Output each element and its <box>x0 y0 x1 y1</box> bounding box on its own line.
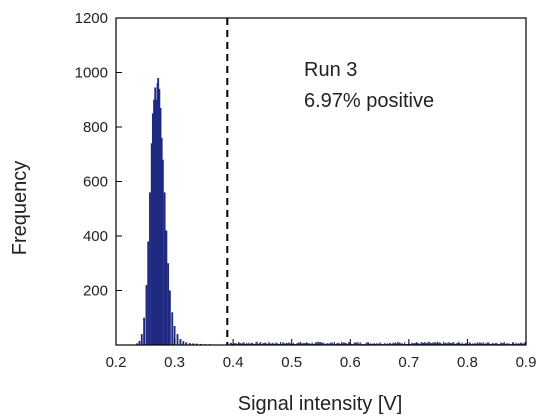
y-axis-label: Frequency <box>9 161 31 256</box>
histogram-bar <box>136 343 139 345</box>
y-tick-label: 400 <box>83 228 108 245</box>
histogram-bar <box>147 241 150 345</box>
histogram-bar <box>161 159 164 345</box>
histogram-bar <box>167 263 170 345</box>
x-axis-label: Signal intensity [V] <box>238 393 403 415</box>
x-tick-label: 0.7 <box>398 354 419 371</box>
annotation-run: Run 3 <box>304 59 357 81</box>
histogram-bar <box>145 285 148 345</box>
x-tick-label: 0.8 <box>457 354 478 371</box>
histogram-bar <box>182 341 185 345</box>
histogram-bars <box>133 77 526 346</box>
histogram-bar <box>153 99 155 345</box>
histogram-bar <box>176 334 179 345</box>
x-tick-label: 0.4 <box>223 354 244 371</box>
histogram-bar <box>159 107 162 346</box>
annotation-positive: 6.97% positive <box>304 90 434 112</box>
x-tick-label: 0.3 <box>164 354 185 371</box>
axis-ticks: 0.2 0.3 0.4 0.5 0.6 0.7 0.8 0.9 200 400 600 800 1000… <box>75 10 537 371</box>
x-tick-label: 0.6 <box>340 354 361 371</box>
histogram-bar <box>140 334 143 345</box>
histogram-bar <box>171 312 174 345</box>
y-tick-label: 800 <box>83 119 108 136</box>
histogram-bar <box>179 339 182 345</box>
y-tick-label: 1000 <box>75 65 108 82</box>
y-tick-label: 600 <box>83 174 108 191</box>
histogram-bar <box>149 192 151 345</box>
x-tick-label: 0.9 <box>516 354 537 371</box>
y-tick-label: 200 <box>83 283 108 300</box>
histogram-bar <box>163 192 166 345</box>
histogram-bar <box>185 342 188 345</box>
histogram-bar <box>150 143 153 345</box>
histogram-bar <box>158 88 161 345</box>
y-tick-label: 1200 <box>75 10 108 27</box>
x-tick-label: 0.2 <box>106 354 127 371</box>
histogram-bar <box>173 325 176 345</box>
histogram-bar <box>157 77 160 345</box>
histogram-bar <box>143 317 146 345</box>
histogram-bar <box>195 343 198 345</box>
x-tick-label: 0.5 <box>281 354 302 371</box>
histogram-bar <box>165 230 168 345</box>
histogram-bar <box>192 343 195 345</box>
histogram-bar <box>155 99 158 345</box>
histogram-bar <box>138 340 141 345</box>
histogram-bar <box>151 113 154 346</box>
histogram-bar <box>188 343 191 345</box>
histogram-bar <box>168 290 171 345</box>
histogram-bar <box>154 87 157 346</box>
histogram-bar <box>160 137 163 345</box>
